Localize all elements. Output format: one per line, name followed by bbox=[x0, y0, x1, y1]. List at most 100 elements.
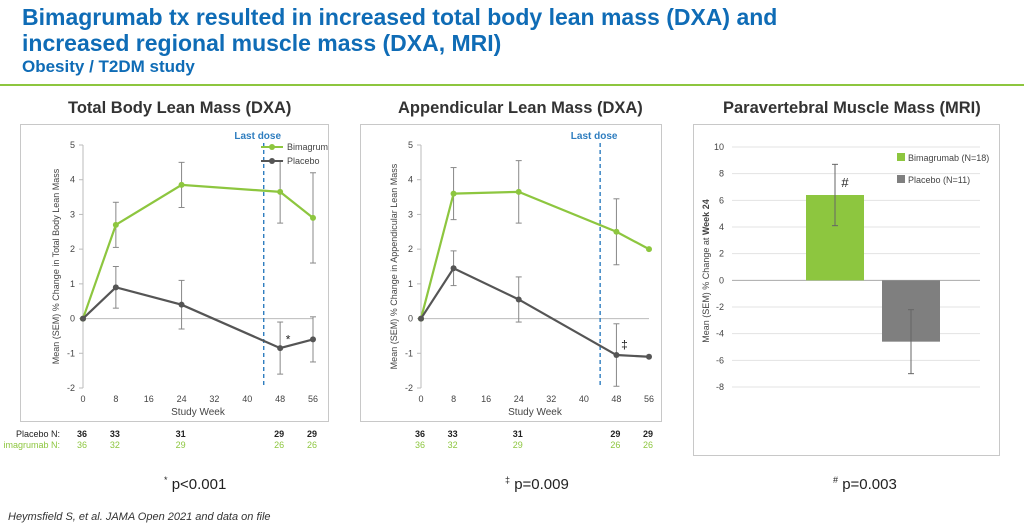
chart2-significance-marker: ‡ bbox=[621, 338, 628, 352]
chart2-bimagrumab-n-value: 26 bbox=[610, 440, 620, 450]
chart3-y-tick-label: -2 bbox=[716, 302, 724, 312]
chart1-bimagrumab-n-value: 32 bbox=[110, 440, 120, 450]
slide-title-line-1: Bimagrumab tx resulted in increased tota… bbox=[22, 4, 778, 30]
chart3-y-tick-label: 4 bbox=[719, 222, 724, 232]
chart2-placebo-n-value: 29 bbox=[610, 429, 620, 439]
chart3-y-tick-label: 2 bbox=[719, 249, 724, 259]
chart3-significance-marker: # bbox=[841, 175, 849, 190]
chart1-placebo-n-value: 33 bbox=[110, 429, 120, 439]
chart1-panel: -2 -1 0 1 2 3 4 5 0 8 16 24 32 40 48 56 Study Week Mean (… bbox=[20, 124, 338, 422]
chart2-last-dose-label: Last dose bbox=[571, 131, 618, 142]
chart1-x-tick-label: 0 bbox=[80, 394, 85, 404]
chart3-panel: -8 -6 -4 -2 0 2 4 6 8 10 Mean (SEM) % Change at We… bbox=[693, 124, 1000, 456]
chart1-legend-placebo-label: Placebo bbox=[287, 156, 320, 166]
footnote-2: ‡ p=0.009 bbox=[505, 475, 569, 493]
chart1-legend-placebo-marker bbox=[269, 158, 275, 164]
chart1-svg: -2 -1 0 1 2 3 4 5 0 8 16 24 32 40 48 56 Study Week Mean (… bbox=[51, 131, 338, 418]
chart1-y-tick-label: 0 bbox=[70, 314, 75, 324]
chart1-x-tick-label: 24 bbox=[177, 394, 187, 404]
chart1-placebo-n-value: 29 bbox=[274, 429, 284, 439]
chart1-placebo-n-value: 29 bbox=[307, 429, 317, 439]
chart2-title: Appendicular Lean Mass (DXA) bbox=[398, 99, 643, 117]
footnote-2-symbol: ‡ bbox=[505, 475, 511, 485]
chart3-y-tick-label: 0 bbox=[719, 275, 724, 285]
chart1-y-tick-label: -2 bbox=[67, 383, 75, 393]
chart2-placebo-point bbox=[646, 353, 652, 360]
chart1-x-tick-label: 32 bbox=[209, 394, 219, 404]
citation: Heymsfield S, et al. JAMA Open 2021 and … bbox=[8, 511, 271, 523]
chart2-bimagrumab-n-value: 32 bbox=[448, 440, 458, 450]
slide-title: Bimagrumab tx resulted in increased tota… bbox=[22, 4, 777, 56]
chart3-legend-bimagrumab-label: Bimagrumab (N=18) bbox=[908, 153, 989, 163]
chart1-legend-bimagrumab-label: Bimagrumab bbox=[287, 142, 328, 152]
chart1-x-axis-label: Study Week bbox=[171, 407, 226, 418]
chart1-bimagrumab-n-value: 36 bbox=[77, 440, 87, 450]
chart2-x-tick-label: 32 bbox=[546, 394, 556, 404]
chart2-bimagrumab-line bbox=[419, 190, 650, 319]
chart2-bimagrumab-point bbox=[646, 246, 652, 253]
chart1-y-axis-label: Mean (SEM) % Change in Total Body Lean M… bbox=[51, 168, 61, 364]
footnote-2-text: p=0.009 bbox=[514, 476, 569, 493]
chart2-y-tick-label: 1 bbox=[408, 279, 413, 289]
footnote-1-text: p<0.001 bbox=[171, 476, 227, 493]
chart2-x-tick-label: 56 bbox=[644, 394, 654, 404]
chart1-x-tick-label: 8 bbox=[113, 394, 118, 404]
chart2-bimagrumab-point bbox=[613, 228, 620, 235]
chart1-bimagrumab-n-value: 26 bbox=[274, 440, 284, 450]
chart2-y-tick-label: 4 bbox=[408, 175, 413, 185]
chart1-x-tick-label: 40 bbox=[242, 394, 252, 404]
chart2-y-axis-label: Mean (SEM) % Change in Appendicular Lean… bbox=[389, 163, 399, 369]
chart3-y-tick-label: 6 bbox=[719, 195, 724, 205]
chart1-x-tick-label: 56 bbox=[308, 394, 318, 404]
chart1-y-tick-label: 5 bbox=[70, 140, 75, 150]
chart2-x-tick-label: 16 bbox=[481, 394, 491, 404]
chart1-y-tick-label: -1 bbox=[67, 348, 75, 358]
chart3-legend-placebo-label: Placebo (N=11) bbox=[908, 175, 970, 185]
chart2-x-axis-label: Study Week bbox=[508, 407, 563, 418]
chart2-placebo-point bbox=[613, 352, 620, 359]
chart2-bimagrumab-n-value: 29 bbox=[513, 440, 523, 450]
footnote-3: # p=0.003 bbox=[833, 475, 897, 493]
chart1-significance-marker: * bbox=[286, 332, 291, 346]
chart2-placebo-point bbox=[515, 296, 522, 303]
chart1-placebo-point bbox=[80, 315, 86, 322]
chart3-y-axis-label: Mean (SEM) % Change at Week 24 bbox=[701, 199, 711, 342]
chart3-y-tick-label: -4 bbox=[716, 329, 724, 339]
chart3-y-tick-label: 10 bbox=[714, 142, 724, 152]
chart1-y-tick-label: 4 bbox=[70, 175, 75, 185]
chart2-svg: -2 -1 0 1 2 3 4 5 0 8 16 24 32 40 48 56 Study Week Mean (… bbox=[389, 131, 654, 418]
chart1-bimagrumab-point bbox=[277, 188, 284, 195]
chart1-x-tick-label: 16 bbox=[144, 394, 154, 404]
chart2-y-tick-label: 0 bbox=[408, 314, 413, 324]
chart3-legend-bimagrumab-swatch bbox=[897, 153, 905, 161]
chart2-placebo-n-value: 33 bbox=[448, 429, 458, 439]
chart2-placebo-point bbox=[418, 315, 424, 322]
chart1-legend-bimagrumab-marker bbox=[269, 144, 275, 150]
bimagrumab-n-label: imagrumab N: bbox=[3, 440, 60, 450]
chart1-bimagrumab-n-value: 29 bbox=[176, 440, 186, 450]
chart1-placebo-point bbox=[277, 345, 284, 352]
chart2-y-tick-label: 2 bbox=[408, 244, 413, 254]
chart2-placebo-n-value: 29 bbox=[643, 429, 653, 439]
chart2-bimagrumab-point bbox=[515, 188, 522, 195]
chart1-placebo-point bbox=[178, 301, 185, 308]
chart1-bimagrumab-line bbox=[81, 183, 314, 319]
chart2-placebo-n-value: 31 bbox=[513, 429, 523, 439]
chart2-placebo-point bbox=[450, 265, 457, 272]
chart1-y-tick-label: 1 bbox=[70, 279, 75, 289]
chart1-placebo-point bbox=[112, 284, 119, 291]
chart2-y-tick-label: 5 bbox=[408, 140, 413, 150]
chart2-y-tick-label: 3 bbox=[408, 209, 413, 219]
chart1-placebo-n-value: 31 bbox=[176, 429, 186, 439]
chart3-legend-placebo-swatch bbox=[897, 175, 905, 183]
chart3-title: Paravertebral Muscle Mass (MRI) bbox=[723, 99, 981, 117]
chart2-bimagrumab-point bbox=[450, 190, 457, 197]
chart2-y-tick-label: -1 bbox=[405, 348, 413, 358]
footnote-3-symbol: # bbox=[833, 475, 839, 485]
footnote-1: * p<0.001 bbox=[164, 475, 226, 493]
header-divider bbox=[0, 84, 1024, 86]
slide-title-line-2: increased regional muscle mass (DXA, MRI… bbox=[22, 30, 502, 56]
placebo-n-label: Placebo N: bbox=[16, 429, 60, 439]
chart2-bimagrumab-n-value: 26 bbox=[643, 440, 653, 450]
chart2-y-tick-label: -2 bbox=[405, 383, 413, 393]
